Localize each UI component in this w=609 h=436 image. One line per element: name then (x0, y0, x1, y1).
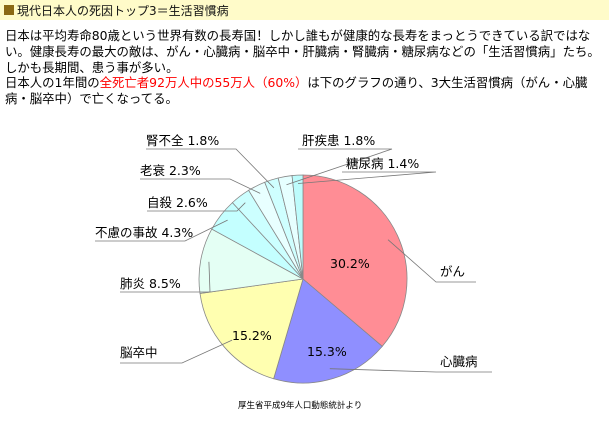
header-bar: 現代日本人の死因トップ3＝生活習慣病 (0, 0, 609, 20)
leader-line (140, 178, 261, 194)
slice-label: 自殺 2.6% (147, 195, 208, 210)
body-text: 日本は平均寿命80歳という世界有数の長寿国！しかし誰もが健康的な長寿をまっとうで… (5, 28, 605, 107)
stat-paragraph: 日本人の1年間の全死亡者92万人中の55万人（60%）は下のグラフの通り、3大生… (5, 75, 605, 107)
stat-highlight: 全死亡者92万人中の55万人（60%） (99, 75, 308, 91)
page-title: 現代日本人の死因トップ3＝生活習慣病 (17, 3, 229, 18)
slice-label: 肝疾患 1.8% (302, 133, 375, 148)
leader-line (146, 148, 275, 189)
slice-label: 不慮の事故 4.3% (95, 225, 193, 240)
slice-name-label: がん (440, 264, 465, 279)
leader-line (329, 368, 492, 373)
slice-name-label: 心臓病 (440, 354, 478, 369)
slice-label: 糖尿病 1.4% (346, 156, 419, 171)
pie-slice (291, 174, 304, 280)
pie-slice (273, 278, 383, 384)
slice-label: 老衰 2.3% (140, 163, 201, 178)
leader-line (387, 239, 476, 283)
slice-value-label: 15.2% (232, 328, 272, 343)
stat-text-after: は下のグラフの通り、3大生活習慣病（がん・心臓病・脳卒中）で亡くなってる。 (5, 75, 588, 107)
chart-source-note: 厚生省平成9年人口動態統計より (238, 400, 362, 411)
leader-line (120, 339, 233, 364)
slice-label: 腎不全 1.8% (146, 133, 219, 148)
leader-line (286, 148, 393, 186)
leader-line (297, 171, 437, 184)
slice-value-label: 15.3% (307, 344, 347, 359)
pie-slice (199, 278, 304, 380)
leader-line (147, 202, 246, 212)
stat-text-before: 日本人の1年間の (5, 75, 100, 91)
leader-line (95, 219, 228, 242)
slice-value-label: 30.2% (330, 256, 370, 271)
intro-paragraph: 日本は平均寿命80歳という世界有数の長寿国！しかし誰もが健康的な長寿をまっとうで… (5, 28, 600, 75)
square-bullet-icon (4, 5, 14, 15)
slice-name-label: 脳卒中 (120, 345, 158, 360)
slice-label: 肺炎 8.5% (120, 276, 181, 291)
pie-slice (302, 174, 408, 347)
leader-line (120, 261, 211, 293)
